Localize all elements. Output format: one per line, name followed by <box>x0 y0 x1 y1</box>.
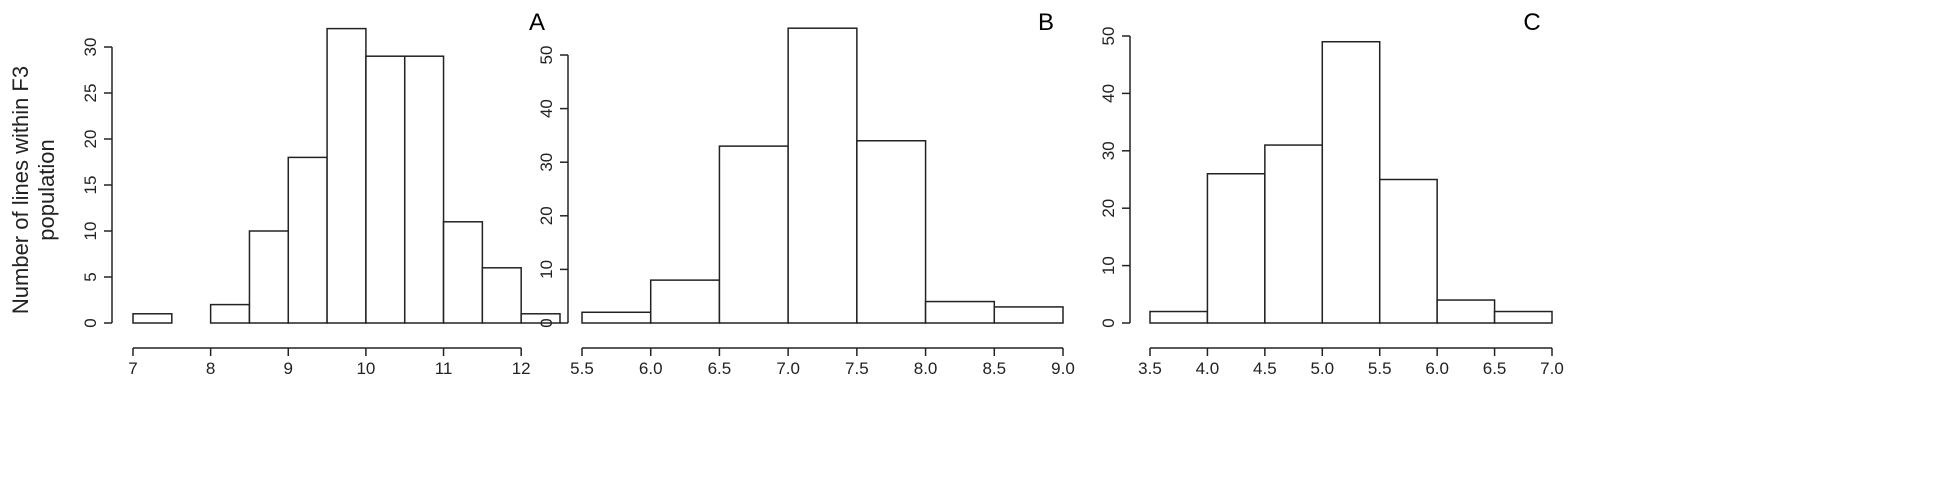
x-tick-label: 7.0 <box>776 359 800 378</box>
y-tick-label: 10 <box>81 222 100 241</box>
bar <box>993 306 1064 324</box>
y-tick-label: 15 <box>81 176 100 195</box>
y-tick-label: 5 <box>81 272 100 281</box>
x-tick-label: 4.0 <box>1196 359 1220 378</box>
x-tick-label: 3.5 <box>1138 359 1162 378</box>
bar <box>1436 299 1496 324</box>
x-tick-label: 12 <box>512 359 531 378</box>
y-tick-label: 50 <box>1099 27 1118 46</box>
bar <box>1378 178 1438 324</box>
y-tick-label: 40 <box>1099 84 1118 103</box>
x-tick-label: 5.5 <box>570 359 594 378</box>
y-tick-label: 10 <box>537 260 556 279</box>
x-tick-label: 7.5 <box>845 359 869 378</box>
bar <box>209 303 251 324</box>
panel-label: A <box>529 9 545 36</box>
bar <box>649 279 721 324</box>
bar <box>1493 310 1553 324</box>
y-axis-label: population <box>34 139 59 241</box>
x-tick-label: 5.0 <box>1310 359 1334 378</box>
x-tick-label: 7 <box>128 359 137 378</box>
bar <box>442 221 484 324</box>
bar <box>856 140 927 324</box>
x-tick-label: 6.0 <box>1425 359 1449 378</box>
bar <box>481 267 522 324</box>
panel-label: C <box>1523 9 1540 36</box>
x-tick-label: 8 <box>206 359 215 378</box>
x-tick-label: 9.0 <box>1051 359 1075 378</box>
bar <box>1149 310 1209 324</box>
bar <box>287 156 328 324</box>
bar <box>1206 173 1266 324</box>
y-tick-label: 50 <box>537 46 556 65</box>
y-tick-label: 30 <box>81 38 100 57</box>
bar <box>248 230 290 324</box>
panel-label: B <box>1038 9 1054 36</box>
x-tick-label: 8.0 <box>914 359 938 378</box>
bar <box>403 55 445 324</box>
bar <box>581 311 652 324</box>
bar <box>132 313 173 324</box>
y-tick-label: 40 <box>537 99 556 118</box>
x-tick-label: 5.5 <box>1368 359 1392 378</box>
x-tick-label: 6.5 <box>1483 359 1507 378</box>
x-tick-label: 6.0 <box>639 359 663 378</box>
bar <box>365 55 406 324</box>
x-tick-label: 11 <box>435 359 453 378</box>
y-tick-label: 10 <box>1099 256 1118 275</box>
y-tick-label: 0 <box>81 318 100 327</box>
bar <box>1264 144 1324 324</box>
x-tick-label: 4.5 <box>1253 359 1277 378</box>
bar <box>326 27 367 324</box>
x-tick-label: 7.0 <box>1540 359 1564 378</box>
y-tick-label: 20 <box>537 206 556 225</box>
y-tick-label: 0 <box>537 318 556 327</box>
x-tick-label: 8.5 <box>982 359 1006 378</box>
y-tick-label: 20 <box>81 130 100 149</box>
bar <box>718 145 789 324</box>
bar <box>787 27 858 324</box>
y-tick-label: 20 <box>1099 199 1118 218</box>
y-tick-label: 0 <box>1099 318 1118 327</box>
x-tick-label: 9 <box>284 359 293 378</box>
bar <box>520 313 561 324</box>
bar <box>924 300 996 324</box>
x-tick-label: 6.5 <box>708 359 732 378</box>
y-tick-label: 25 <box>81 84 100 103</box>
x-tick-label: 10 <box>356 359 375 378</box>
y-tick-label: 30 <box>1099 141 1118 160</box>
bar <box>1321 40 1381 324</box>
y-tick-label: 30 <box>537 153 556 172</box>
y-axis-label: Number of lines within F3 <box>8 66 33 314</box>
